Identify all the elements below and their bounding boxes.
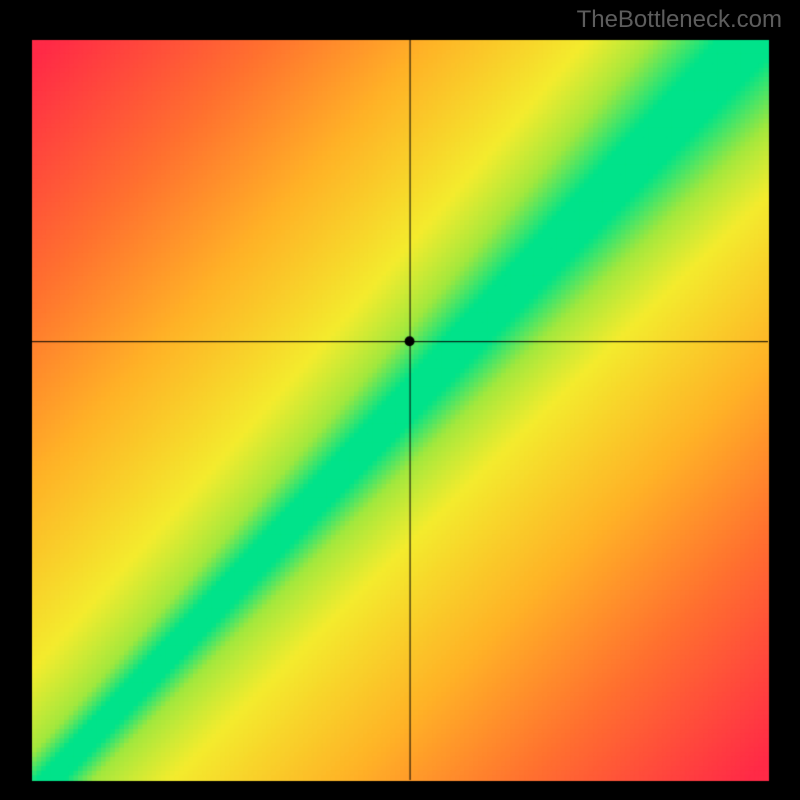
attribution-text: TheBottleneck.com <box>577 6 782 34</box>
chart-frame: TheBottleneck.com <box>0 0 800 800</box>
bottleneck-heatmap <box>0 0 800 800</box>
